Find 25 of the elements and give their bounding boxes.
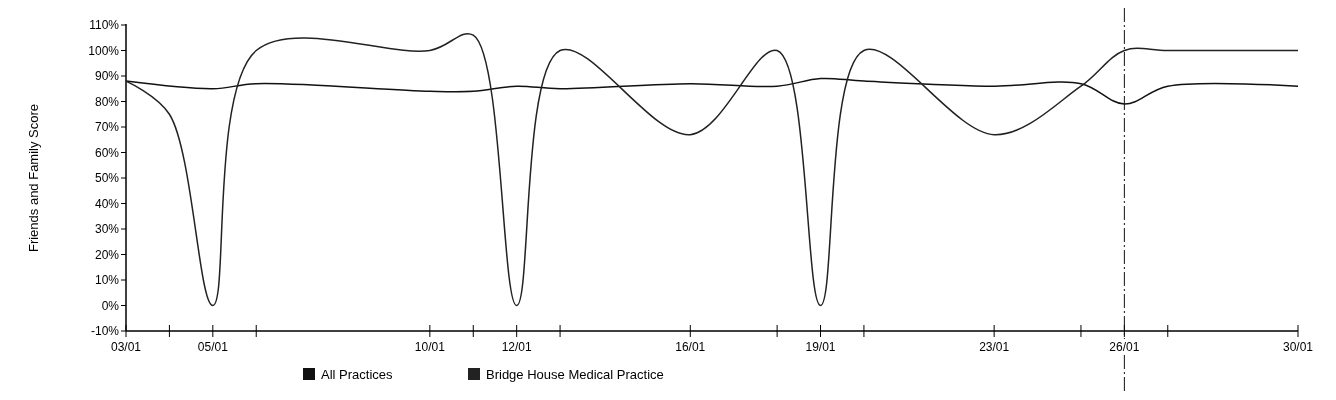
y-tick-label: 70% xyxy=(94,120,120,135)
y-tick-label: 90% xyxy=(94,69,120,84)
y-tick-label: -10% xyxy=(90,324,120,339)
y-tick-label: 30% xyxy=(94,222,120,237)
x-tick-label: 12/01 xyxy=(501,340,533,354)
y-tick-label: 50% xyxy=(94,171,120,186)
legend-label: All Practices xyxy=(321,366,394,382)
y-tick-label: 80% xyxy=(94,94,120,109)
y-tick-label: 110% xyxy=(89,18,120,33)
x-tick-label: 03/01 xyxy=(110,340,142,354)
x-tick-label: 10/01 xyxy=(414,340,446,354)
x-tick-label: 30/01 xyxy=(1282,340,1314,354)
legend-label: Bridge House Medical Practice xyxy=(486,366,664,382)
y-axis-title: Friends and Family Score xyxy=(26,103,41,253)
y-tick-label: 0% xyxy=(101,298,120,313)
y-tick-label: 100% xyxy=(88,43,120,58)
x-tick-label: 16/01 xyxy=(675,340,706,354)
y-tick-label: 10% xyxy=(94,273,120,288)
y-tick-label: 20% xyxy=(94,247,120,262)
x-tick-label: 23/01 xyxy=(979,340,1010,354)
x-tick-label: 26/01 xyxy=(1109,340,1140,354)
x-tick-label: 19/01 xyxy=(805,340,836,354)
y-tick-label: 60% xyxy=(94,145,120,160)
x-tick-label: 05/01 xyxy=(197,340,229,354)
y-tick-label: 40% xyxy=(94,196,120,211)
